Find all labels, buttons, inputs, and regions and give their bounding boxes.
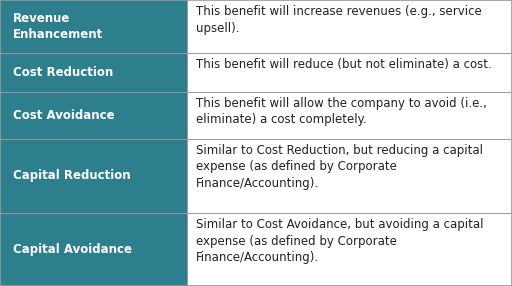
Text: Similar to Cost Reduction, but reducing a capital
expense (as defined by Corpora: Similar to Cost Reduction, but reducing … [196,144,483,190]
Bar [187,53,512,92]
Bar [0,0,187,53]
Bar [187,92,512,139]
Text: Capital Avoidance: Capital Avoidance [13,243,132,256]
Text: Revenue
Enhancement: Revenue Enhancement [13,12,103,41]
Bar [0,213,187,286]
Text: Capital Reduction: Capital Reduction [13,169,131,182]
Text: Similar to Cost Avoidance, but avoiding a capital
expense (as defined by Corpora: Similar to Cost Avoidance, but avoiding … [196,218,484,264]
Text: This benefit will reduce (but not eliminate) a cost.: This benefit will reduce (but not elimin… [196,58,492,71]
Bar [187,0,512,53]
Bar [187,139,512,213]
Text: Cost Avoidance: Cost Avoidance [13,109,114,122]
Bar [0,53,187,92]
Bar [0,139,187,213]
Bar [0,92,187,139]
Bar [187,213,512,286]
Text: Cost Reduction: Cost Reduction [13,66,113,79]
Text: This benefit will increase revenues (e.g., service
upsell).: This benefit will increase revenues (e.g… [196,5,482,35]
Text: This benefit will allow the company to avoid (i.e.,
eliminate) a cost completely: This benefit will allow the company to a… [196,97,487,126]
